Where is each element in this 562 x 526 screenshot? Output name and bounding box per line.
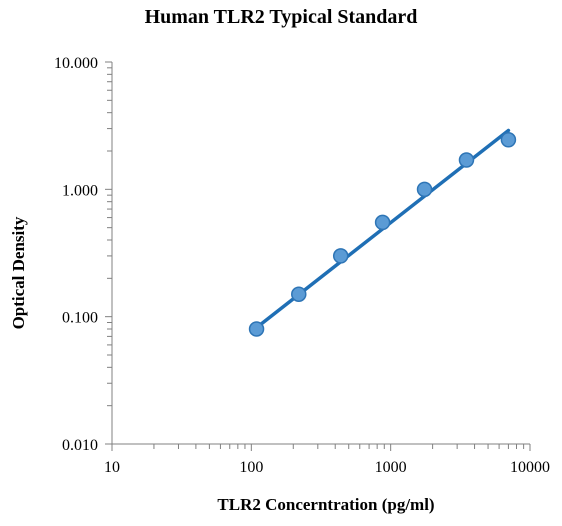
y-tick-label: 0.100 <box>62 310 98 327</box>
y-tick-label: 10.000 <box>54 55 98 72</box>
x-tick-label: 1000 <box>375 459 407 476</box>
x-tick-label: 10000 <box>510 459 550 476</box>
x-tick-label: 100 <box>239 459 263 476</box>
chart-title: Human TLR2 Typical Standard <box>144 6 418 28</box>
y-axis-title: Optical Density <box>9 216 28 329</box>
y-tick-label: 0.010 <box>62 437 98 454</box>
data-point <box>374 214 391 231</box>
data-point <box>416 181 433 198</box>
data-point <box>458 152 475 168</box>
data-point <box>500 132 517 148</box>
data-point <box>291 286 307 302</box>
x-tick-label: 10 <box>104 459 120 476</box>
data-point <box>248 321 265 337</box>
x-axis-title: TLR2 Concerntration (pg/ml) <box>217 495 434 514</box>
y-tick-label: 1.000 <box>62 182 98 199</box>
data-point <box>332 248 349 264</box>
